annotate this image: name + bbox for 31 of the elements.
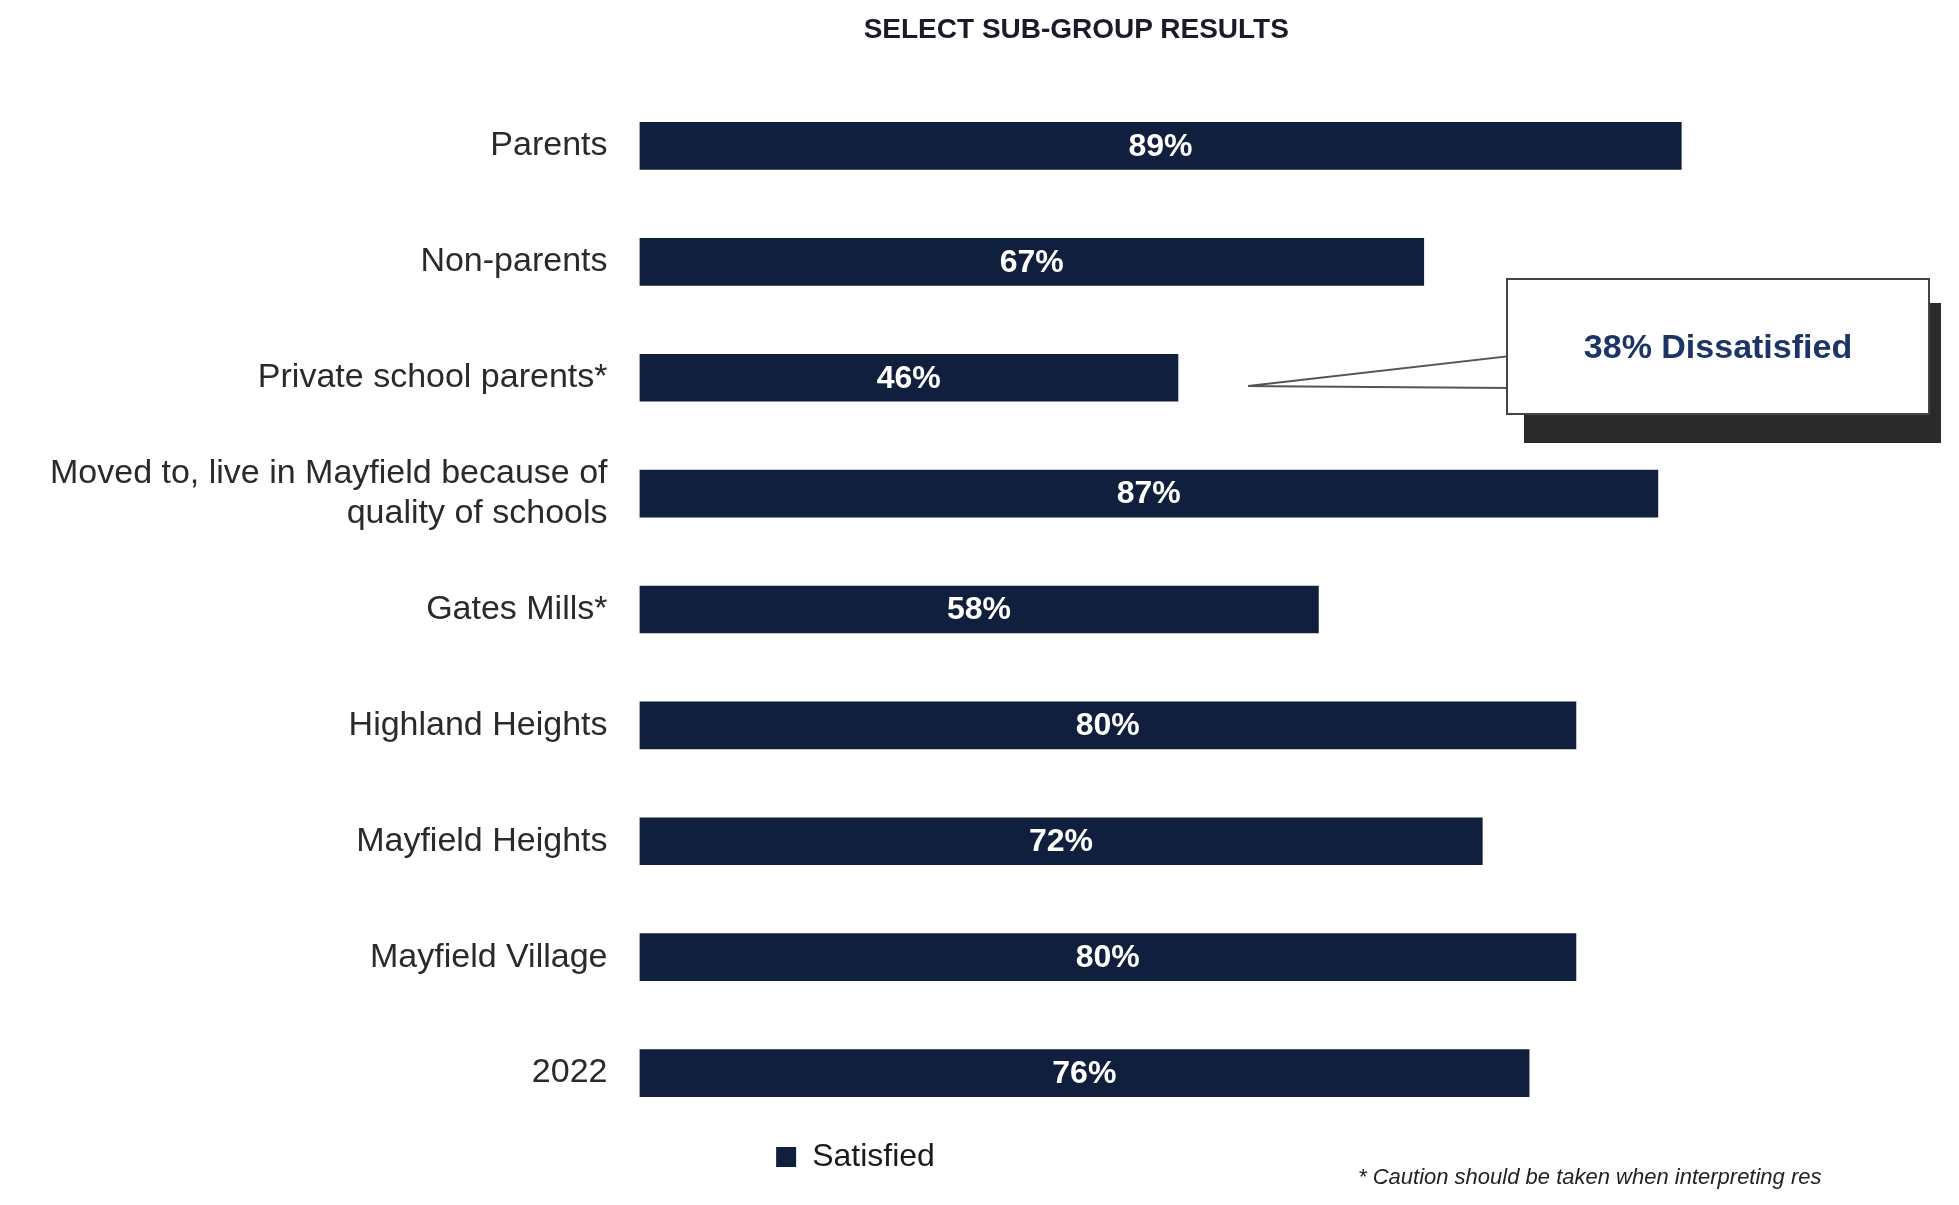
y-tick-label: Private school parents* bbox=[257, 356, 608, 395]
bar bbox=[639, 817, 1483, 866]
annotation: 38% Dissatisfied bbox=[1507, 279, 1929, 414]
text: * Caution should be taken when interpreting res bbox=[1358, 1164, 1822, 1190]
bar bbox=[639, 701, 1577, 750]
bar bbox=[639, 238, 1425, 286]
data-label: 89% bbox=[1128, 126, 1193, 163]
legend-label: Satisfied bbox=[812, 1136, 935, 1173]
data-label: 67% bbox=[999, 242, 1064, 279]
chart-title: SELECT SUB-GROUP RESULTS bbox=[863, 12, 1289, 44]
bar bbox=[639, 122, 1682, 170]
y-tick-label: Moved to, live in Mayfield because of quality of schools bbox=[50, 451, 609, 531]
y-tick-label: Mayfield Heights bbox=[356, 819, 608, 858]
data-label: 80% bbox=[1075, 937, 1140, 974]
bar bbox=[639, 1049, 1530, 1097]
data-label: 46% bbox=[876, 358, 941, 395]
y-tick-label: Parents bbox=[490, 124, 608, 163]
y-tick-label: Non-parents bbox=[420, 240, 608, 279]
bar bbox=[639, 933, 1577, 981]
bar bbox=[639, 353, 1179, 402]
data-label: 76% bbox=[1052, 1053, 1117, 1090]
bar bbox=[639, 585, 1319, 634]
y-tick-label: 2022 bbox=[531, 1051, 608, 1090]
y-tick-label: Highland Heights bbox=[348, 703, 608, 742]
data-label: 80% bbox=[1075, 706, 1140, 743]
y-tick-label: Mayfield Village bbox=[370, 935, 608, 974]
data-label: 72% bbox=[1028, 822, 1093, 859]
data-label: 58% bbox=[946, 590, 1011, 627]
bar bbox=[639, 469, 1659, 518]
y-tick-label: Gates Mills* bbox=[426, 587, 608, 626]
data-label: 87% bbox=[1116, 474, 1181, 511]
